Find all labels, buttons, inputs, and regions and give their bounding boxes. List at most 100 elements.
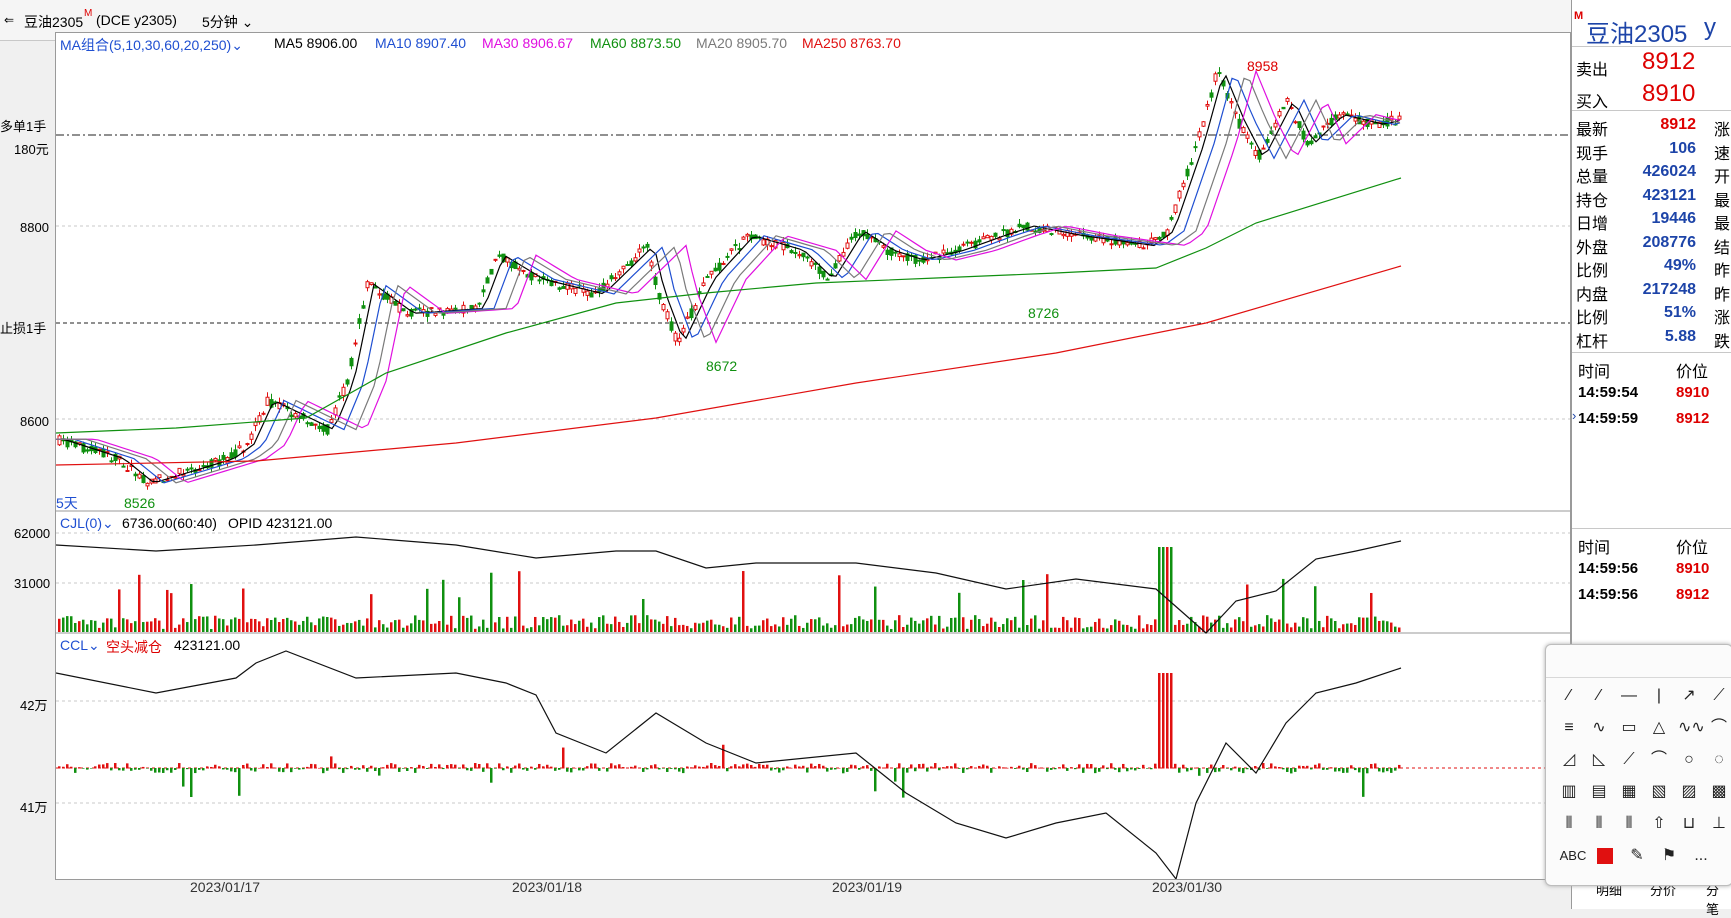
draw-tool-vline-0-icon[interactable]: | [1656, 687, 1662, 704]
draw-tool-vline-4-icon[interactable]: ⇧ [1652, 815, 1666, 832]
open-interest-curve [56, 650, 1402, 879]
draw-tool-hline-3-icon[interactable]: ▦ [1621, 783, 1637, 800]
oi-bar [1110, 763, 1113, 769]
quote-row-value: 426024 [1642, 163, 1696, 180]
price-label-8600: 8600 [20, 414, 49, 429]
candle [833, 263, 838, 269]
tick-time: 14:59:56 [1578, 560, 1639, 577]
color-swatch-button[interactable] [1594, 845, 1616, 867]
eraser-icon[interactable]: ✎ [1630, 847, 1644, 864]
draw-tool-line-2-icon[interactable]: ◿ [1562, 751, 1576, 768]
draw-tool-line-1-icon[interactable]: ≡ [1564, 719, 1574, 736]
oi-bar [822, 765, 825, 769]
oi-bar [382, 767, 385, 769]
buy-price[interactable]: 8910 [1642, 80, 1696, 107]
candle [261, 412, 266, 415]
oi-bar [322, 768, 325, 774]
draw-tool-arrow-3-icon[interactable]: ▨ [1681, 783, 1697, 800]
draw-tool-arrow-4-icon[interactable]: ⊔ [1682, 815, 1696, 832]
draw-tool-arrow-1-icon[interactable]: ∿∿ [1678, 719, 1705, 736]
oi-indicator-selector[interactable]: CCL⌄ [60, 637, 100, 653]
candle [1329, 117, 1334, 126]
quote-row: 外盘 208776 结 [1572, 230, 1731, 257]
draw-tool-vline-2-icon[interactable]: ⌒ [1650, 751, 1667, 768]
oi-bar [1038, 767, 1041, 769]
tab-price-dist[interactable]: 分价 [1650, 883, 1677, 898]
tab-detail[interactable]: 明细 [1596, 883, 1623, 898]
draw-tool-curve-1-icon[interactable]: ⌒ [1710, 719, 1727, 736]
draw-tool-curve-4-icon[interactable]: ⊥ [1712, 815, 1726, 832]
candle [1301, 130, 1306, 140]
candle [409, 309, 414, 317]
draw-tool-curve-3-icon[interactable]: ▩ [1711, 783, 1727, 800]
period-selector[interactable]: 5分钟 ⌄ [202, 14, 254, 30]
volume-bar [418, 619, 421, 632]
draw-tool-ray-3-icon[interactable]: ▤ [1591, 783, 1607, 800]
volume-bar [1346, 623, 1349, 632]
draw-tool-ray-2-icon[interactable]: ◺ [1592, 751, 1606, 768]
ma-combo-selector[interactable]: MA组合(5,10,30,60,20,250)⌄ [60, 37, 243, 53]
candle [293, 412, 298, 418]
oi-bar [1002, 767, 1005, 769]
draw-tool-curve-2-icon[interactable]: ◌ [1714, 751, 1724, 768]
draw-tool-ray-1-icon[interactable]: ∿ [1592, 719, 1606, 736]
tick-time: 14:59:59 [1578, 410, 1639, 427]
volume-bar [402, 627, 405, 632]
oi-bar [462, 764, 465, 769]
volume-bar [870, 619, 873, 632]
candle [673, 332, 678, 342]
text-tool-button[interactable]: ABC [1559, 848, 1587, 863]
candle [637, 248, 642, 253]
volume-bar [122, 618, 125, 632]
oi-bar [966, 768, 969, 770]
oi-bar [390, 763, 393, 769]
candle [365, 281, 370, 289]
candle [617, 271, 622, 276]
more-tools-button[interactable]: ... [1694, 847, 1708, 864]
draw-tool-arrow-0-icon[interactable]: ↗ [1682, 687, 1696, 704]
draw-tool-curve-0-icon[interactable]: ⟋ [1713, 687, 1725, 704]
candle [1245, 134, 1250, 139]
sell-price[interactable]: 8912 [1642, 48, 1696, 75]
volume-indicator-selector[interactable]: CJL(0)⌄ [60, 515, 114, 531]
kline-chart[interactable]: MA组合(5,10,30,60,20,250)⌄ MA5 8906.00 MA1… [55, 32, 1571, 880]
draw-tool-arrow-2-icon[interactable]: ○ [1684, 751, 1694, 768]
draw-tool-vline-1-icon[interactable]: △ [1652, 719, 1666, 736]
volume-bar [1314, 586, 1317, 632]
quote-row-extra: 速 [1713, 145, 1730, 163]
draw-tool-vline-3-icon[interactable]: ▧ [1651, 783, 1667, 800]
volume-bar [118, 589, 121, 632]
oi-bar [1338, 768, 1341, 772]
volume-bar [946, 626, 949, 632]
drawing-toolbox[interactable]: ⁄ ∕ — | ↗ ⟋ ≡ ∿ ▭ △ ∿∿ ⌒ ◿ ◺ ⟋ ⌒ ○ ◌ ▥ ▤ ▦ ▧ ▨ ▩ ⦀ ⦀ ⦀ ⇧ ⊔ ⊥ ABC ✎ ⚑ … [1545, 644, 1731, 886]
draw-tool-hline-4-icon[interactable]: ⦀ [1625, 815, 1633, 832]
volume-bar [574, 624, 577, 632]
menu-icon[interactable]: ⇐ [4, 13, 15, 27]
draw-tool-line-0-icon[interactable]: ⁄ [1567, 687, 1571, 704]
draw-tool-ray-4-icon[interactable]: ⦀ [1595, 815, 1603, 832]
range-days[interactable]: 5天 [56, 495, 78, 511]
draw-tool-line-3-icon[interactable]: ▥ [1561, 783, 1577, 800]
candle [125, 469, 130, 472]
oi-bar [782, 768, 785, 771]
flag-icon[interactable]: ⚑ [1661, 847, 1677, 864]
quote-row-label: 现手 [1576, 145, 1609, 163]
draw-tool-hline-2-icon[interactable]: ⟋ [1623, 751, 1635, 768]
oi-bar [282, 768, 285, 773]
volume-bar [242, 588, 245, 632]
oi-bar [610, 763, 613, 769]
quote-row-extra: 涨 [1713, 310, 1730, 327]
x-tick-3: 2023/01/19 [832, 879, 903, 895]
chart-canvas[interactable] [56, 33, 1570, 879]
draw-tool-line-4-icon[interactable]: ⦀ [1565, 815, 1573, 832]
candle [1033, 230, 1038, 233]
chevron-down-icon: ⌄ [88, 637, 100, 653]
draw-tool-ray-0-icon[interactable]: ∕ [1597, 687, 1601, 704]
quote-row-value: 208776 [1642, 233, 1696, 251]
oi-bar [650, 765, 653, 769]
volume-bar [170, 593, 173, 632]
draw-tool-hline-1-icon[interactable]: ▭ [1621, 719, 1637, 736]
volume-bar [1326, 615, 1329, 632]
volume-bar [82, 619, 85, 632]
draw-tool-hline-0-icon[interactable]: — [1621, 687, 1637, 704]
